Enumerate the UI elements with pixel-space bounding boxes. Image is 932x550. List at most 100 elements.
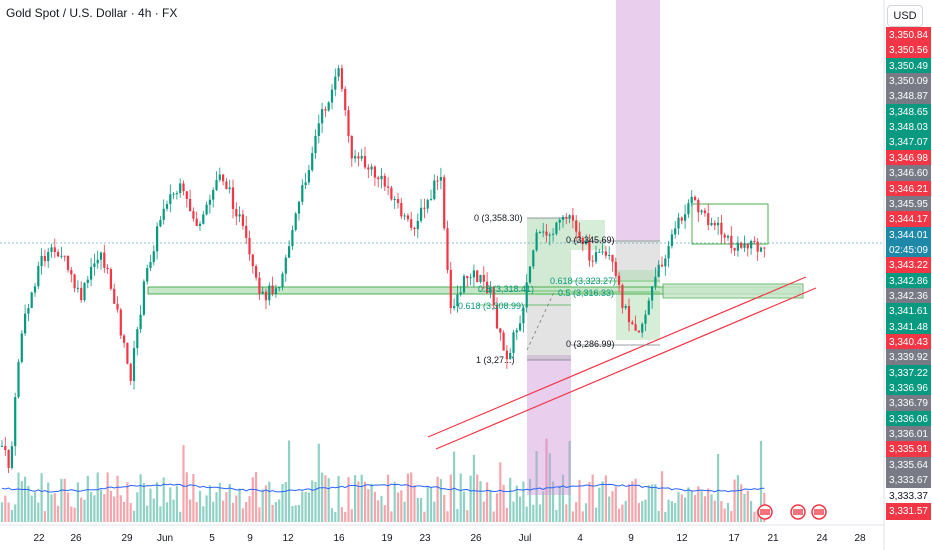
volume-bar bbox=[284, 481, 287, 522]
resistance-box bbox=[691, 203, 769, 245]
volume-bar bbox=[304, 491, 307, 522]
candle-body bbox=[307, 170, 310, 183]
candle-body bbox=[212, 189, 215, 200]
candle-body bbox=[90, 266, 93, 280]
candle-body bbox=[469, 277, 472, 279]
volume-bar bbox=[575, 502, 578, 522]
candle-body bbox=[561, 216, 565, 220]
price-tag: 3,346.60 bbox=[886, 165, 931, 183]
volume-bar bbox=[169, 487, 172, 522]
candle-body bbox=[268, 285, 271, 301]
x-tick-label: 21 bbox=[767, 533, 779, 544]
fib-label-618a: 0.618 (3,308.99) bbox=[458, 301, 524, 311]
candle-body bbox=[634, 324, 637, 331]
candle-body bbox=[337, 68, 340, 77]
us-flag-icon[interactable] bbox=[811, 504, 827, 520]
candle-body bbox=[294, 213, 297, 230]
candle-body bbox=[420, 207, 423, 221]
candle-body bbox=[284, 257, 287, 274]
volume-bar bbox=[703, 496, 706, 522]
us-flag-icon[interactable] bbox=[757, 504, 773, 520]
volume-bar bbox=[83, 499, 86, 522]
volume-bar bbox=[66, 492, 70, 522]
volume-bar bbox=[614, 486, 617, 522]
volume-bar bbox=[443, 494, 446, 522]
price-tag: 3,342.36 bbox=[886, 287, 931, 305]
candle-body bbox=[27, 307, 30, 314]
us-flag-icon[interactable] bbox=[790, 504, 806, 520]
volume-bar bbox=[149, 488, 152, 522]
candle-body bbox=[278, 287, 281, 289]
event-markers[interactable] bbox=[757, 504, 827, 520]
x-tick-label: 24 bbox=[816, 533, 828, 544]
candle-body bbox=[60, 255, 63, 257]
volume-bar bbox=[136, 492, 139, 522]
volume-bar bbox=[608, 496, 611, 522]
candle-body bbox=[264, 291, 268, 301]
candle-body bbox=[142, 281, 145, 315]
candle-body bbox=[350, 135, 353, 159]
volume-bar bbox=[420, 497, 423, 522]
volume-bar bbox=[0, 502, 4, 522]
volume-bar bbox=[436, 476, 439, 522]
volume-bar bbox=[651, 484, 654, 522]
volume-bar bbox=[314, 481, 317, 522]
volume-bar bbox=[624, 500, 627, 522]
volume-bar bbox=[756, 509, 759, 522]
price-tag: 3,344.01 bbox=[886, 226, 931, 244]
volume-bar bbox=[753, 511, 756, 522]
candle-body bbox=[76, 287, 79, 289]
volume-bar bbox=[667, 499, 670, 522]
candle-body bbox=[377, 177, 380, 180]
candle-body bbox=[416, 220, 419, 230]
candle-body bbox=[627, 306, 631, 323]
volume-bar bbox=[730, 511, 733, 522]
trendline-upper bbox=[427, 276, 807, 438]
fib-label-0a: 0 (3,358.30) bbox=[474, 213, 523, 223]
candle-body bbox=[571, 215, 574, 221]
volume-bar bbox=[598, 487, 601, 522]
volume-bar bbox=[363, 481, 367, 522]
price-tag: 3,342.86 bbox=[886, 272, 931, 290]
volume-bar bbox=[631, 481, 634, 522]
candle-body bbox=[33, 286, 37, 293]
x-tick-label: 12 bbox=[282, 533, 294, 544]
currency-selector[interactable]: USD bbox=[887, 5, 923, 27]
time-axis[interactable]: 22 26 29 Jun 5 9 12 16 19 23 26 Jul 4 9 … bbox=[0, 524, 884, 544]
fib-label-05a: 0.5 (3,318.41) bbox=[478, 284, 534, 294]
candle-body bbox=[621, 284, 624, 308]
candle-body bbox=[119, 309, 122, 336]
candle-body bbox=[456, 294, 459, 307]
volume-bar bbox=[591, 474, 594, 522]
candle-body bbox=[393, 198, 396, 200]
volume-bar bbox=[542, 491, 545, 522]
candle-body bbox=[495, 305, 499, 329]
candle-body bbox=[756, 241, 759, 252]
volume-bar bbox=[307, 492, 310, 522]
price-tag: 3,345.95 bbox=[886, 195, 931, 213]
price-tag: 3,341.61 bbox=[886, 303, 931, 321]
volume-bar bbox=[4, 495, 7, 522]
volume-bar bbox=[60, 478, 63, 522]
volume-bar bbox=[657, 510, 660, 522]
candle-body bbox=[14, 397, 17, 447]
volume-bar bbox=[393, 481, 396, 522]
x-tick-label: 29 bbox=[121, 533, 133, 544]
candle-body bbox=[759, 247, 763, 252]
price-tag: 3,346.21 bbox=[886, 180, 931, 198]
price-tag: 3,346.98 bbox=[886, 149, 931, 167]
volume-bar bbox=[482, 501, 485, 522]
candle-body bbox=[703, 210, 706, 214]
price-tag: 3,336.79 bbox=[886, 395, 931, 413]
volume-bar bbox=[406, 473, 409, 522]
candle-body bbox=[20, 333, 23, 362]
candle-body bbox=[657, 264, 660, 277]
volume-bar bbox=[690, 491, 693, 522]
fib-label-05b: 0.5 (3,316.33) bbox=[558, 288, 614, 298]
candle-body bbox=[10, 446, 13, 469]
candle-body bbox=[763, 247, 766, 249]
candle-body bbox=[4, 445, 7, 450]
candle-body bbox=[251, 254, 254, 267]
candle-body bbox=[169, 194, 172, 205]
